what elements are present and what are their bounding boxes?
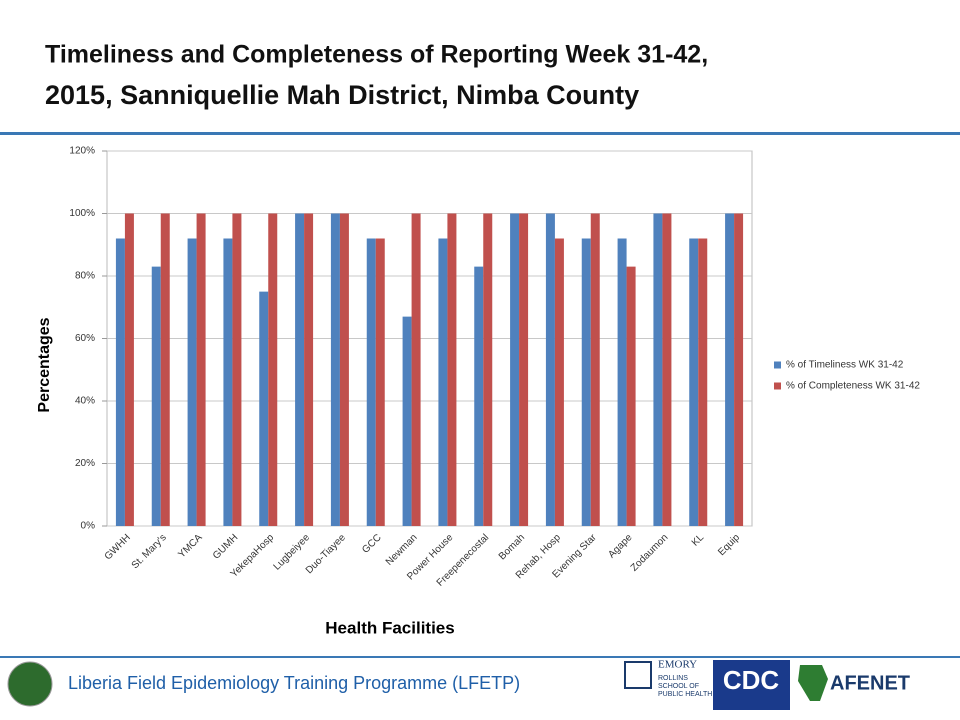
bar — [366, 238, 376, 526]
bar — [474, 266, 484, 526]
bar — [519, 213, 529, 526]
x-tick-label: St. Mary's — [130, 532, 169, 571]
y-tick-label: 20% — [75, 458, 95, 469]
legend-swatch — [774, 382, 781, 390]
x-tick-label: Bomah — [497, 532, 527, 562]
y-tick-label: 40% — [75, 396, 95, 407]
y-tick-label: 0% — [81, 521, 96, 532]
bar — [653, 213, 663, 526]
logo-text: EMORY — [658, 659, 697, 671]
x-tick-label: YMCA — [176, 532, 204, 560]
bar — [196, 213, 206, 526]
x-tick-label: KL — [690, 532, 707, 549]
bar — [617, 238, 627, 526]
legend-swatch — [774, 361, 781, 369]
bar — [438, 238, 448, 526]
bar — [232, 213, 242, 526]
africa-icon — [798, 665, 828, 701]
y-tick-label: 120% — [69, 146, 95, 157]
lfetp-logo — [7, 661, 53, 707]
bar — [734, 213, 744, 526]
bar — [124, 213, 134, 526]
bar — [689, 238, 699, 526]
bar — [662, 213, 672, 526]
bar — [115, 238, 125, 526]
bar — [259, 291, 269, 526]
bar — [545, 213, 555, 526]
bar — [554, 238, 564, 526]
y-tick-label: 60% — [75, 333, 95, 344]
emory-shield — [624, 661, 652, 689]
y-tick-label: 100% — [69, 208, 95, 219]
bar — [223, 238, 233, 526]
bar — [375, 238, 385, 526]
bar — [304, 213, 314, 526]
x-tick-label: GCC — [360, 532, 384, 556]
bar — [590, 213, 600, 526]
bar — [510, 213, 520, 526]
bar — [151, 266, 161, 526]
title-rule — [0, 132, 960, 135]
x-tick-label: GUMH — [211, 532, 240, 561]
footer-text: Liberia Field Epidemiology Training Prog… — [68, 673, 520, 693]
x-axis-label: Health Facilities — [325, 618, 454, 637]
legend-label: % of Timeliness WK 31-42 — [786, 360, 904, 371]
y-tick-label: 80% — [75, 271, 95, 282]
bar — [330, 213, 340, 526]
logo-text: AFENET — [830, 672, 910, 694]
bar — [339, 213, 349, 526]
bar — [626, 266, 636, 526]
bar — [447, 213, 457, 526]
logo-box: ROLLINS SCHOOL OF PUBLIC HEALTH — [658, 675, 713, 698]
bar — [402, 316, 412, 526]
bar — [483, 213, 493, 526]
bar — [268, 213, 278, 526]
cdc-logo — [713, 660, 790, 710]
x-tick-label: Zodaumon — [629, 532, 671, 574]
x-tick-label: Agape — [606, 532, 635, 561]
legend-label: % of Completeness WK 31-42 — [786, 381, 920, 392]
bar — [581, 238, 591, 526]
bar — [725, 213, 735, 526]
bar — [187, 238, 197, 526]
bar — [295, 213, 305, 526]
x-tick-label: Equip — [716, 532, 742, 558]
title-line: 2015, Sanniquellie Mah District, Nimba C… — [45, 80, 639, 110]
y-axis-label: Percentages — [36, 317, 53, 412]
bar — [160, 213, 170, 526]
x-tick-label: GWHH — [103, 532, 133, 562]
bar — [698, 238, 708, 526]
bar — [411, 213, 421, 526]
title-line: Timeliness and Completeness of Reporting… — [45, 41, 708, 69]
x-tick-label: Newman — [384, 532, 420, 568]
logo-text: ROLLINS SCHOOL OF PUBLIC HEALTH — [658, 675, 713, 698]
footer-rule — [0, 656, 960, 658]
logo-text: CDC — [723, 665, 780, 695]
